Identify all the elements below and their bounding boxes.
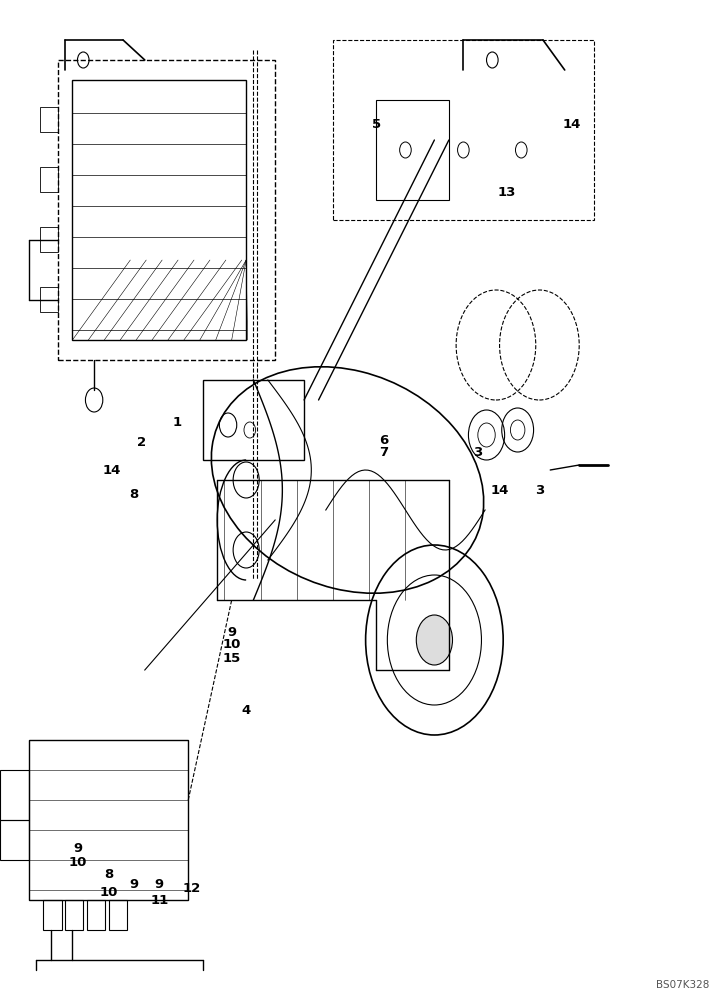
Bar: [65, 900, 83, 930]
Bar: [203, 380, 304, 460]
Text: 3: 3: [535, 484, 544, 496]
Text: 10: 10: [222, 639, 241, 652]
Text: 14: 14: [103, 464, 122, 477]
Bar: [29, 740, 188, 900]
Bar: [58, 60, 275, 360]
Text: 7: 7: [379, 446, 388, 460]
Text: 2: 2: [137, 436, 146, 448]
Text: 10: 10: [99, 886, 118, 898]
Text: 1: 1: [173, 416, 182, 428]
Text: 13: 13: [497, 186, 516, 198]
Text: 15: 15: [222, 652, 241, 664]
Text: 8: 8: [104, 868, 113, 882]
Bar: [43, 900, 62, 930]
Text: 9: 9: [74, 842, 83, 854]
Circle shape: [416, 615, 452, 665]
Text: 9: 9: [155, 879, 164, 892]
Bar: [40, 287, 58, 312]
Bar: [72, 80, 246, 340]
Bar: [0, 770, 29, 820]
Bar: [376, 100, 449, 200]
Bar: [40, 167, 58, 192]
Text: 9: 9: [227, 626, 236, 639]
Bar: [40, 107, 58, 132]
Text: 3: 3: [473, 446, 482, 458]
Text: 6: 6: [379, 434, 388, 446]
Text: 12: 12: [182, 882, 201, 894]
Text: 9: 9: [130, 879, 138, 892]
Bar: [109, 900, 127, 930]
Text: BS07K328: BS07K328: [656, 980, 710, 990]
Text: 10: 10: [69, 856, 88, 868]
Text: 14: 14: [563, 118, 581, 131]
Text: 11: 11: [150, 894, 169, 906]
Bar: [40, 227, 58, 252]
Text: 5: 5: [372, 118, 381, 131]
Text: 14: 14: [490, 484, 509, 496]
Bar: [333, 40, 594, 220]
Bar: [0, 820, 29, 860]
Text: 4: 4: [242, 704, 251, 716]
Bar: [87, 900, 105, 930]
Bar: [29, 740, 188, 900]
Text: 8: 8: [130, 488, 138, 502]
